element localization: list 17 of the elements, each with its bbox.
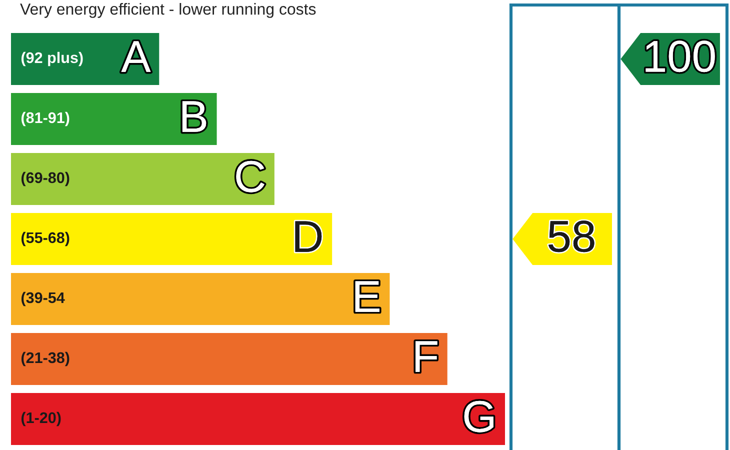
category-label: (1-20) (21, 412, 61, 426)
category-label: (69-80) (21, 172, 70, 186)
category-label: A (121, 41, 151, 72)
category-label: C (236, 160, 264, 192)
category-label: E (355, 281, 380, 312)
category-label: D (295, 221, 322, 252)
category-label: (21-38) (21, 352, 70, 366)
category-label: (81-91) (21, 112, 70, 126)
category-label: (92 plus) (21, 52, 83, 66)
category-label: B (182, 101, 206, 132)
text: Very energy efficient - lower running costs (20, 3, 316, 18)
category-label: G (464, 400, 494, 432)
data-label: 100 (646, 40, 715, 72)
category-label: (55-68) (21, 232, 70, 246)
category-label: F (416, 341, 438, 372)
data-label: 58 (548, 220, 594, 252)
category-label: (39-54 (21, 292, 65, 306)
